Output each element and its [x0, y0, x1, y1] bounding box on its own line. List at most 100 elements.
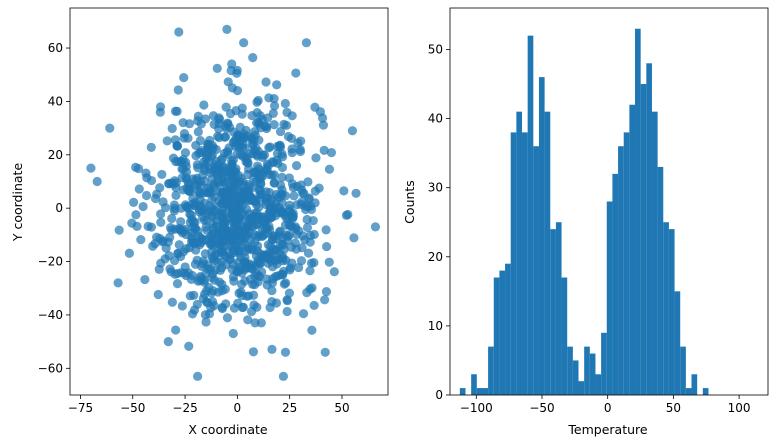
- histogram-bar: [499, 270, 506, 395]
- histogram-xtick-label: −100: [460, 401, 493, 415]
- scatter-point: [269, 101, 280, 111]
- scatter-point: [280, 191, 291, 201]
- scatter-point: [146, 175, 157, 186]
- scatter-point: [315, 107, 326, 117]
- scatter-point: [192, 299, 202, 309]
- scatter-point: [223, 198, 233, 208]
- scatter-point: [321, 225, 331, 235]
- histogram-xtick-label: 0: [604, 401, 612, 415]
- scatter-point: [250, 126, 260, 137]
- scatter-point: [228, 328, 238, 339]
- scatter-point: [303, 248, 314, 258]
- scatter-point: [259, 213, 269, 223]
- scatter-point: [167, 123, 177, 134]
- scatter-point: [199, 289, 210, 299]
- scatter-point: [253, 255, 263, 266]
- histogram-plot: −100 −50 0 50 100 0 10 20 30 40 50: [428, 7, 769, 415]
- scatter-point: [248, 290, 259, 300]
- scatter-point: [246, 235, 256, 245]
- scatter-point: [223, 118, 233, 128]
- histogram-bar: [702, 388, 709, 395]
- scatter-point: [153, 289, 163, 300]
- scatter-point: [167, 297, 177, 307]
- scatter-point: [277, 162, 288, 173]
- scatter-point: [199, 162, 210, 173]
- scatter-point: [285, 200, 295, 210]
- scatter-point: [264, 169, 274, 180]
- scatter-point: [264, 225, 275, 235]
- scatter-point: [351, 188, 361, 198]
- scatter-point: [279, 119, 289, 129]
- histogram-bar: [674, 291, 681, 395]
- scatter-point: [209, 256, 220, 266]
- histogram-bar: [572, 360, 579, 395]
- scatter-point: [301, 38, 312, 48]
- histogram-bar: [635, 28, 641, 395]
- scatter-point: [297, 243, 307, 253]
- scatter-point: [322, 241, 332, 252]
- scatter-point: [296, 136, 306, 146]
- histogram-bar: [663, 222, 669, 395]
- scatter-point: [236, 287, 246, 297]
- scatter-point: [207, 273, 217, 283]
- histogram-bar: [538, 77, 545, 395]
- scatter-point: [165, 232, 175, 242]
- scatter-point: [198, 170, 208, 180]
- scatter-point: [310, 198, 320, 208]
- scatter-point: [243, 158, 253, 168]
- scatter-point: [199, 215, 209, 225]
- scatter-point: [138, 201, 148, 212]
- histogram-bar: [476, 388, 483, 395]
- scatter-point: [278, 269, 288, 280]
- scatter-point: [170, 135, 180, 145]
- scatter-plot: −75 −50 −25 0 25 50 −60 −40 −20 0 20 40 60: [38, 7, 389, 415]
- scatter-point: [202, 208, 212, 218]
- scatter-point: [252, 302, 262, 312]
- scatter-point: [239, 181, 249, 191]
- scatter-ytick-label: 60: [48, 41, 63, 55]
- scatter-point: [302, 214, 312, 225]
- scatter-point: [238, 139, 248, 149]
- scatter-point: [226, 65, 236, 76]
- scatter-point: [178, 185, 188, 195]
- histogram-xtick-label: 50: [666, 401, 681, 415]
- scatter-point: [282, 306, 292, 317]
- scatter-point: [254, 271, 264, 281]
- scatter-point: [177, 301, 187, 311]
- scatter-point: [280, 347, 291, 357]
- scatter-point: [311, 153, 321, 163]
- scatter-point: [258, 150, 268, 160]
- histogram-bar: [493, 277, 500, 395]
- histogram-bar: [505, 263, 511, 395]
- scatter-point: [193, 127, 203, 137]
- scatter-xtick-label: −75: [68, 401, 93, 415]
- scatter-point: [307, 283, 317, 293]
- histogram-axes-frame: [449, 7, 769, 396]
- scatter-point: [207, 230, 217, 240]
- scatter-point: [140, 274, 150, 285]
- histogram-bar: [522, 132, 528, 395]
- scatter-point: [247, 245, 257, 255]
- scatter-point: [291, 223, 301, 234]
- scatter-point: [201, 317, 211, 327]
- scatter-point: [191, 175, 201, 185]
- scatter-point: [295, 144, 305, 155]
- histogram-ylabel: Counts: [402, 180, 417, 224]
- scatter-point: [238, 151, 248, 161]
- scatter-point: [226, 209, 237, 219]
- scatter-point: [228, 185, 238, 195]
- scatter-point: [232, 197, 242, 208]
- histogram-xtick-label: 100: [728, 401, 751, 415]
- histogram-bar: [612, 173, 619, 395]
- scatter-point: [180, 200, 191, 210]
- scatter-point: [321, 287, 332, 297]
- scatter-point: [318, 120, 329, 130]
- scatter-point: [347, 126, 358, 136]
- scatter-point: [250, 318, 260, 328]
- scatter-ytick-label: −40: [38, 308, 63, 322]
- scatter-point: [181, 167, 192, 177]
- scatter-point: [206, 264, 216, 274]
- scatter-point: [127, 218, 137, 228]
- scatter-xtick-label: −50: [120, 401, 145, 415]
- scatter-point: [290, 238, 300, 248]
